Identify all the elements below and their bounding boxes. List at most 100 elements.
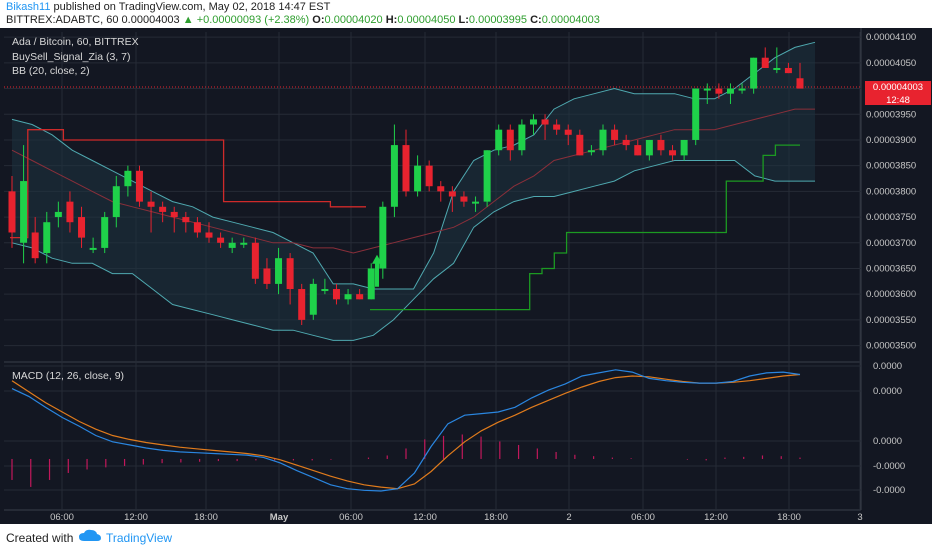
legend-indicator-1: BuySell_Signal_Zia (3, 7) [12,51,130,63]
candle-body [182,217,190,223]
x-tick-label: 06:00 [631,512,655,523]
candle-body [205,232,213,238]
macd-pane [11,369,801,492]
candle-body [43,222,51,254]
candle-body [275,258,283,284]
candle-body [321,289,329,292]
author-link[interactable]: Bikash11 [6,1,51,13]
y-tick-label: 0.00003900 [866,135,916,146]
legend-indicator-2: BB (20, close, 2) [12,65,90,77]
candle-body [472,201,480,204]
up-triangle-icon: ▲ [182,14,194,26]
close-value: 0.00004003 [541,14,600,26]
candle-body [20,181,28,243]
sell-signal-line [10,129,366,239]
candle-body [576,134,584,156]
macd-line [11,369,801,492]
candle-body [170,211,178,218]
last-price: 0.00004003 [121,14,180,26]
candle-body [251,242,259,279]
candle-body [796,78,804,89]
candle-body [147,201,155,207]
candle-body [332,289,340,300]
y-tick-label: 0.00004100 [866,32,916,43]
x-tick-label: 06:00 [50,512,74,523]
chart-area[interactable]: 0.00003500 0.00003550 0.00003600 0.00003650… [0,28,932,524]
candle-body [193,222,201,233]
x-tick-label: 18:00 [194,512,218,523]
y-tick-label: 0.00003650 [866,263,916,274]
candle-body [715,88,723,94]
low-label: L: [458,14,469,26]
candle-body [309,283,317,315]
candle-body [599,129,607,151]
footer: Created with TradingView [0,524,932,550]
candle-body [298,289,306,320]
candle-body [31,232,39,259]
candle-body [78,217,86,238]
candle-body [784,67,792,74]
current-price-label: 0.00004003 [873,82,923,93]
candle-body [483,150,491,202]
y-tick-label: 0.00003750 [866,212,916,223]
candle-body [750,57,758,89]
axes: 0.00003500 0.00003550 0.00003600 0.00003650… [50,32,916,523]
candle-body [669,150,677,156]
candles [8,47,804,326]
candle-body [66,201,74,223]
price-change: +0.00000093 (+2.38%) [196,14,310,26]
tradingview-cloud-icon [78,529,102,546]
candle-body [634,145,642,156]
candle-body [217,237,225,243]
candle-body [611,129,619,140]
candle-body [159,206,167,212]
candle-body [54,211,62,218]
published-text: published on TradingView.com, May 02, 20… [53,1,331,13]
candle-body [622,139,630,146]
macd-y-tick-label: -0.0000 [873,461,905,472]
x-tick-label: 12:00 [413,512,437,523]
x-tick-label: 12:00 [704,512,728,523]
candle-body [135,170,143,202]
legend-macd: MACD (12, 26, close, 9) [12,370,124,382]
x-tick-label: May [270,512,289,523]
candle-body [240,242,248,245]
candle-body [124,170,132,187]
bb-upper-line [11,41,816,290]
candle-body [460,196,468,202]
candle-body [726,88,734,94]
open-value: 0.00004020 [324,14,383,26]
candle-body [506,129,514,151]
candle-body [8,191,16,233]
bollinger-bands [11,41,816,341]
tradingview-brand[interactable]: TradingView [106,531,173,545]
candle-body [738,88,746,91]
candle-body [680,139,688,156]
candle-body [425,165,433,187]
bb-fill [12,42,815,341]
bar-countdown: 12:48 [886,95,910,106]
candle-body [356,294,364,300]
x-tick-label: 3 [857,512,862,523]
y-tick-label: 0.00003500 [866,341,916,352]
candle-body [495,129,503,151]
macd-signal-line [11,373,801,490]
signal-lines [4,86,861,311]
symbol-line: BITTREX:ADABTC, 60 0.00004003 ▲ +0.00000… [6,14,600,27]
x-tick-label: 06:00 [339,512,363,523]
y-tick-label: 0.00003950 [866,109,916,120]
buy-signal-line [370,144,800,311]
y-tick-label: 0.00003550 [866,315,916,326]
candle-body [263,268,271,284]
candle-body [564,129,572,135]
macd-y-tick-label: -0.0000 [873,485,905,496]
candle-body [228,242,236,248]
candle-body [518,124,526,151]
open-label: O: [312,14,325,26]
candle-body [448,191,456,197]
low-value: 0.00003995 [468,14,528,26]
created-with-text: Created with [6,531,74,545]
close-label: C: [530,14,542,26]
candle-body [587,150,595,153]
candle-body [703,88,711,91]
